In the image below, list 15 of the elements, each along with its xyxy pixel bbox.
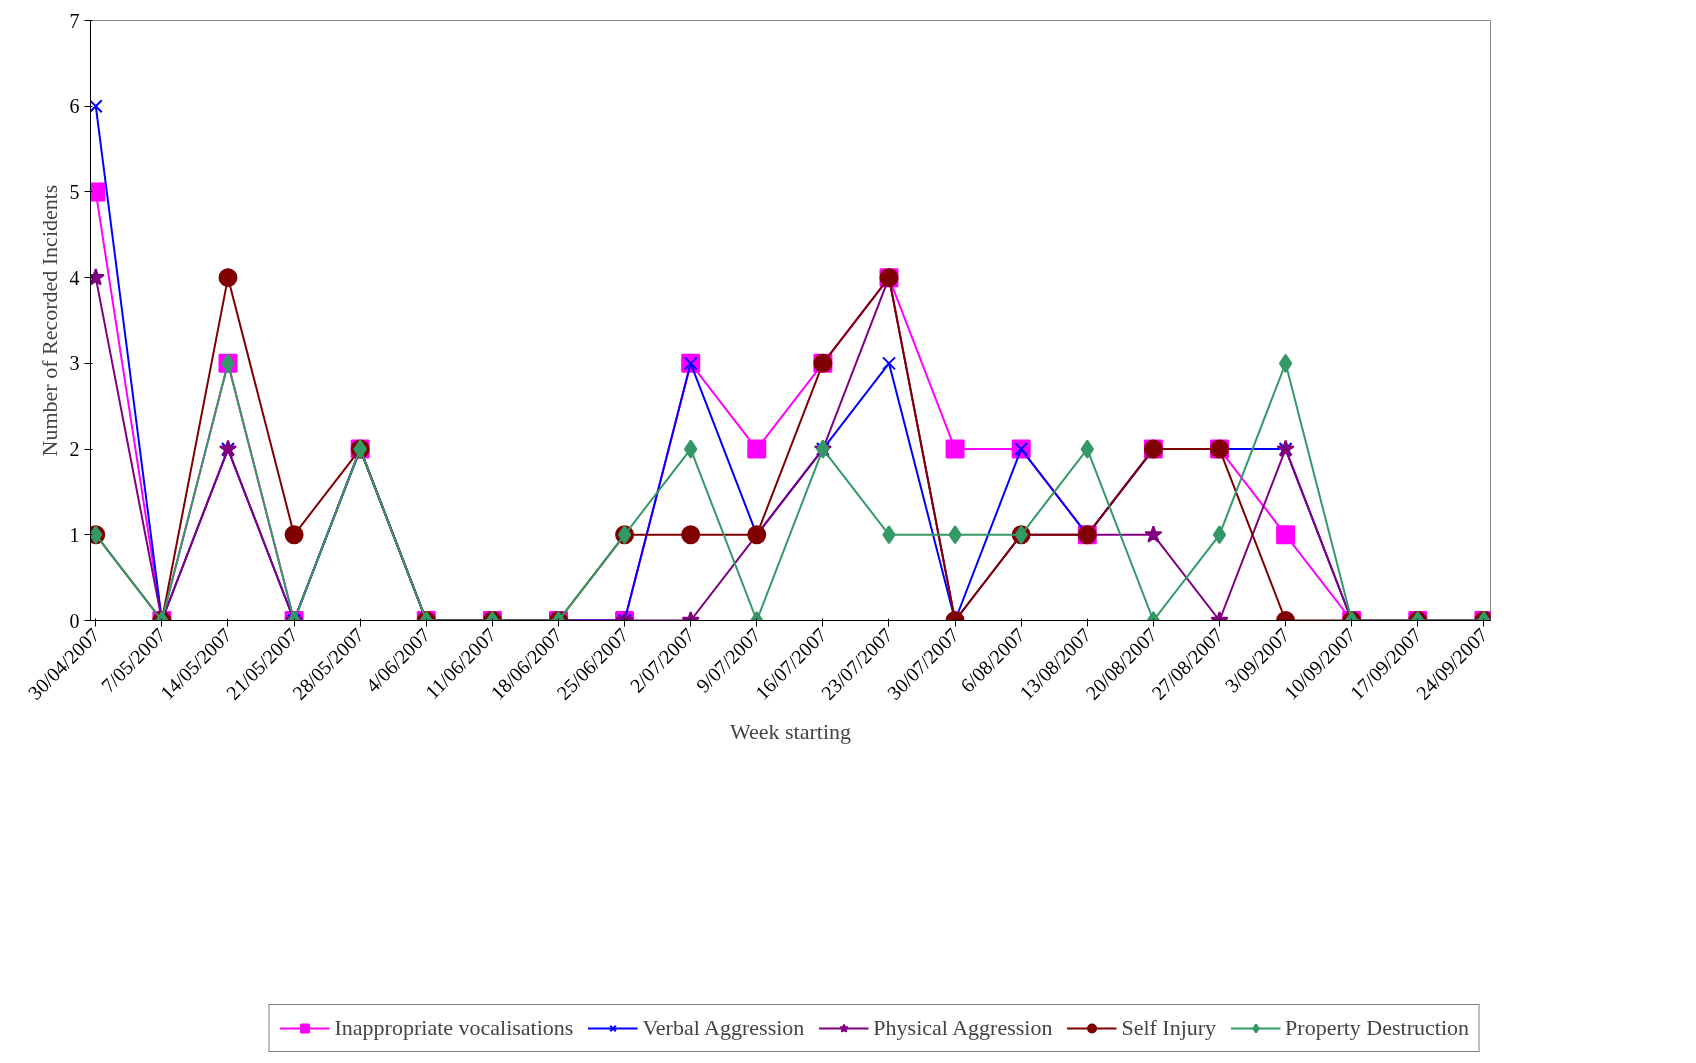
legend-label: Verbal Aggression [642, 1015, 805, 1041]
x-axis-title: Week starting [729, 719, 852, 745]
y-tick-label: 1 [69, 523, 80, 546]
legend-label: Inappropriate vocalisations [334, 1015, 574, 1041]
y-axis-title: Number of Recorded Incidents [36, 184, 62, 457]
y-tick-label: 3 [69, 352, 80, 375]
y-tick-label: 4 [69, 266, 80, 289]
y-tick-label: 7 [69, 9, 80, 32]
y-tick-label: 0 [69, 609, 80, 632]
legend-label: Property Destruction [1285, 1015, 1469, 1041]
legend-label: Self Injury [1121, 1015, 1217, 1041]
y-tick-label: 2 [69, 438, 80, 461]
y-tick-label: 5 [69, 180, 80, 203]
legend-label: Physical Aggression [873, 1015, 1053, 1041]
y-tick-label: 6 [69, 95, 80, 118]
